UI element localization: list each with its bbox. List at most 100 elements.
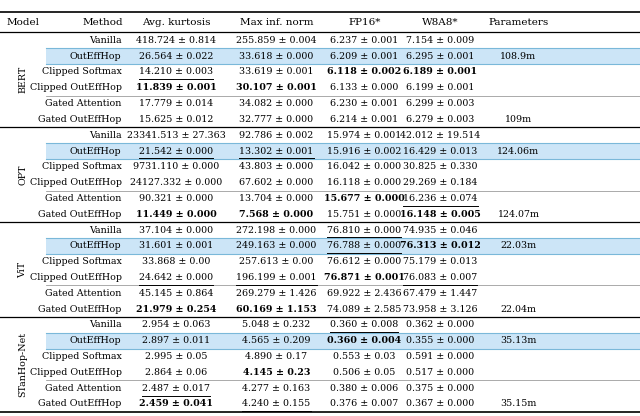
Text: 22.03m: 22.03m (500, 241, 536, 250)
Text: 0.380 ± 0.006: 0.380 ± 0.006 (330, 384, 398, 393)
Text: 6.214 ± 0.001: 6.214 ± 0.001 (330, 115, 398, 124)
Text: 0.367 ± 0.000: 0.367 ± 0.000 (406, 399, 474, 409)
Text: Gated OutEffHop: Gated OutEffHop (38, 210, 122, 219)
Text: 21.542 ± 0.000: 21.542 ± 0.000 (139, 146, 213, 156)
Text: 74.089 ± 2.585: 74.089 ± 2.585 (327, 305, 401, 314)
Text: 257.613 ± 0.00: 257.613 ± 0.00 (239, 257, 314, 266)
Text: ViT: ViT (19, 262, 28, 277)
Text: 2.954 ± 0.063: 2.954 ± 0.063 (141, 320, 211, 329)
Text: 2.487 ± 0.017: 2.487 ± 0.017 (142, 384, 210, 393)
Text: STanHop-Net: STanHop-Net (19, 332, 28, 397)
Text: 15.677 ± 0.000: 15.677 ± 0.000 (324, 194, 404, 203)
Text: Clipped OutEffHop: Clipped OutEffHop (29, 83, 122, 92)
Text: 24.642 ± 0.000: 24.642 ± 0.000 (139, 273, 213, 282)
Text: 4.240 ± 0.155: 4.240 ± 0.155 (243, 399, 310, 409)
Text: 7.154 ± 0.009: 7.154 ± 0.009 (406, 36, 474, 45)
Text: Vanilla: Vanilla (89, 131, 122, 140)
Text: 33.618 ± 0.000: 33.618 ± 0.000 (239, 52, 314, 61)
Text: 90.321 ± 0.000: 90.321 ± 0.000 (139, 194, 213, 203)
Text: 2.995 ± 0.05: 2.995 ± 0.05 (145, 352, 207, 361)
Text: 15.916 ± 0.002: 15.916 ± 0.002 (327, 146, 401, 156)
Text: 4.565 ± 0.209: 4.565 ± 0.209 (242, 336, 311, 345)
Text: 26.564 ± 0.022: 26.564 ± 0.022 (139, 52, 213, 61)
Text: 45.145 ± 0.864: 45.145 ± 0.864 (139, 289, 213, 298)
Text: 418.724 ± 0.814: 418.724 ± 0.814 (136, 36, 216, 45)
Text: 76.083 ± 0.007: 76.083 ± 0.007 (403, 273, 477, 282)
Text: Vanilla: Vanilla (89, 320, 122, 329)
Text: 0.360 ± 0.008: 0.360 ± 0.008 (330, 320, 398, 329)
Bar (46, 333, 640, 349)
Text: Max inf. norm: Max inf. norm (240, 18, 313, 27)
Text: 2.459 ± 0.041: 2.459 ± 0.041 (139, 399, 213, 409)
Text: 14.210 ± 0.003: 14.210 ± 0.003 (139, 67, 213, 77)
Text: 74.935 ± 0.046: 74.935 ± 0.046 (403, 225, 477, 235)
Text: OutEffHop: OutEffHop (70, 336, 122, 345)
Text: 75.179 ± 0.013: 75.179 ± 0.013 (403, 257, 477, 266)
Text: 11.449 ± 0.000: 11.449 ± 0.000 (136, 210, 216, 219)
Text: Gated OutEffHop: Gated OutEffHop (38, 399, 122, 409)
Text: Gated Attention: Gated Attention (45, 289, 122, 298)
Text: 6.118 ± 0.002: 6.118 ± 0.002 (327, 67, 401, 77)
Text: 269.279 ± 1.426: 269.279 ± 1.426 (236, 289, 317, 298)
Text: Method: Method (82, 18, 123, 27)
Text: 24127.332 ± 0.000: 24127.332 ± 0.000 (130, 178, 222, 187)
Text: 6.133 ± 0.000: 6.133 ± 0.000 (330, 83, 398, 92)
Bar (46, 238, 640, 254)
Text: 31.601 ± 0.001: 31.601 ± 0.001 (139, 241, 213, 250)
Text: 16.236 ± 0.074: 16.236 ± 0.074 (403, 194, 477, 203)
Text: 21.979 ± 0.254: 21.979 ± 0.254 (136, 305, 216, 314)
Text: 0.376 ± 0.007: 0.376 ± 0.007 (330, 399, 398, 409)
Text: 67.479 ± 1.447: 67.479 ± 1.447 (403, 289, 477, 298)
Text: 6.299 ± 0.003: 6.299 ± 0.003 (406, 99, 475, 108)
Text: Clipped OutEffHop: Clipped OutEffHop (29, 273, 122, 282)
Text: 6.189 ± 0.001: 6.189 ± 0.001 (403, 67, 477, 77)
Text: 6.237 ± 0.001: 6.237 ± 0.001 (330, 36, 398, 45)
Text: Gated OutEffHop: Gated OutEffHop (38, 305, 122, 314)
Text: Vanilla: Vanilla (89, 36, 122, 45)
Text: Clipped OutEffHop: Clipped OutEffHop (29, 368, 122, 377)
Text: 0.553 ± 0.03: 0.553 ± 0.03 (333, 352, 396, 361)
Text: 124.06m: 124.06m (497, 146, 540, 156)
Text: 15.751 ± 0.000: 15.751 ± 0.000 (327, 210, 401, 219)
Text: 6.279 ± 0.003: 6.279 ± 0.003 (406, 115, 474, 124)
Bar (46, 143, 640, 159)
Text: Clipped Softmax: Clipped Softmax (42, 352, 122, 361)
Text: 76.313 ± 0.012: 76.313 ± 0.012 (400, 241, 481, 250)
Text: 6.209 ± 0.001: 6.209 ± 0.001 (330, 52, 398, 61)
Text: 124.07m: 124.07m (497, 210, 540, 219)
Text: Avg. kurtosis: Avg. kurtosis (141, 18, 211, 27)
Text: 73.958 ± 3.126: 73.958 ± 3.126 (403, 305, 477, 314)
Bar (46, 48, 640, 64)
Text: 0.355 ± 0.000: 0.355 ± 0.000 (406, 336, 474, 345)
Text: 0.591 ± 0.000: 0.591 ± 0.000 (406, 352, 474, 361)
Text: FP16*: FP16* (348, 18, 380, 27)
Text: 108.9m: 108.9m (500, 52, 536, 61)
Text: 0.506 ± 0.05: 0.506 ± 0.05 (333, 368, 396, 377)
Text: OutEffHop: OutEffHop (70, 241, 122, 250)
Text: Clipped Softmax: Clipped Softmax (42, 257, 122, 266)
Text: 69.922 ± 2.436: 69.922 ± 2.436 (327, 289, 401, 298)
Text: Clipped OutEffHop: Clipped OutEffHop (29, 178, 122, 187)
Text: 16.042 ± 0.000: 16.042 ± 0.000 (327, 162, 401, 171)
Text: OPT: OPT (19, 164, 28, 185)
Text: Vanilla: Vanilla (89, 225, 122, 235)
Text: 16.118 ± 0.000: 16.118 ± 0.000 (327, 178, 401, 187)
Text: 92.786 ± 0.002: 92.786 ± 0.002 (239, 131, 314, 140)
Text: 13.302 ± 0.001: 13.302 ± 0.001 (239, 146, 314, 156)
Text: 6.230 ± 0.001: 6.230 ± 0.001 (330, 99, 398, 108)
Text: 15.974 ± 0.001: 15.974 ± 0.001 (327, 131, 401, 140)
Text: 7.568 ± 0.000: 7.568 ± 0.000 (239, 210, 314, 219)
Text: 0.375 ± 0.000: 0.375 ± 0.000 (406, 384, 474, 393)
Text: 76.788 ± 0.000: 76.788 ± 0.000 (327, 241, 401, 250)
Text: 30.825 ± 0.330: 30.825 ± 0.330 (403, 162, 477, 171)
Text: Gated Attention: Gated Attention (45, 194, 122, 203)
Text: 17.779 ± 0.014: 17.779 ± 0.014 (139, 99, 213, 108)
Text: 272.198 ± 0.000: 272.198 ± 0.000 (236, 225, 317, 235)
Text: Parameters: Parameters (488, 18, 548, 27)
Text: 32.777 ± 0.000: 32.777 ± 0.000 (239, 115, 314, 124)
Text: 60.169 ± 1.153: 60.169 ± 1.153 (236, 305, 317, 314)
Text: 15.625 ± 0.012: 15.625 ± 0.012 (139, 115, 213, 124)
Text: 4.890 ± 0.17: 4.890 ± 0.17 (245, 352, 308, 361)
Text: Clipped Softmax: Clipped Softmax (42, 162, 122, 171)
Text: 76.871 ± 0.001: 76.871 ± 0.001 (324, 273, 404, 282)
